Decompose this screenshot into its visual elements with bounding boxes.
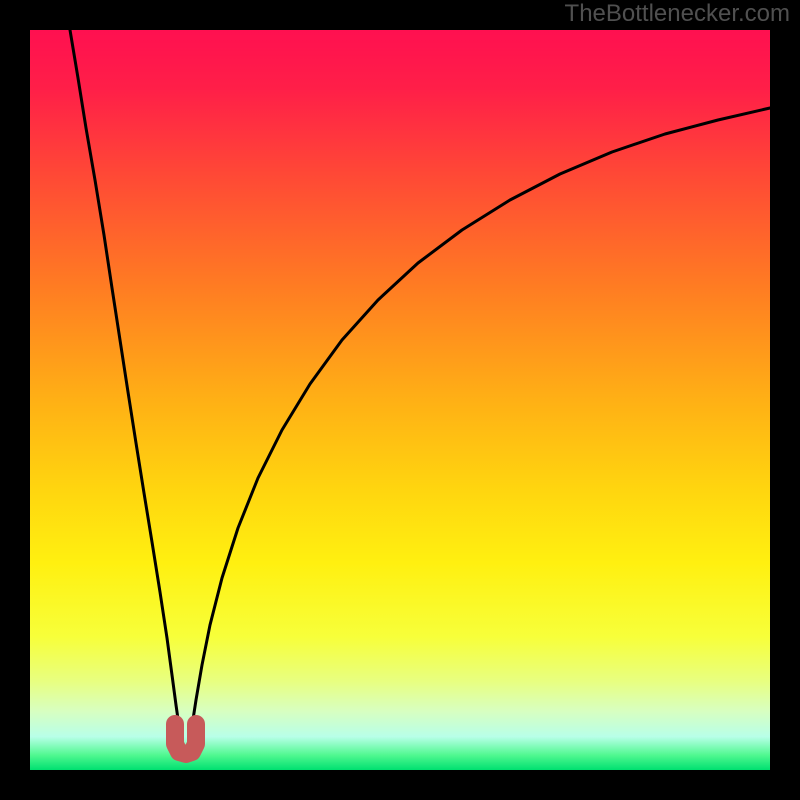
plot-background [30, 30, 770, 770]
chart-svg [0, 0, 800, 800]
bottleneck-chart: TheBottlenecker.com [0, 0, 800, 800]
watermark-text: TheBottlenecker.com [565, 0, 790, 28]
